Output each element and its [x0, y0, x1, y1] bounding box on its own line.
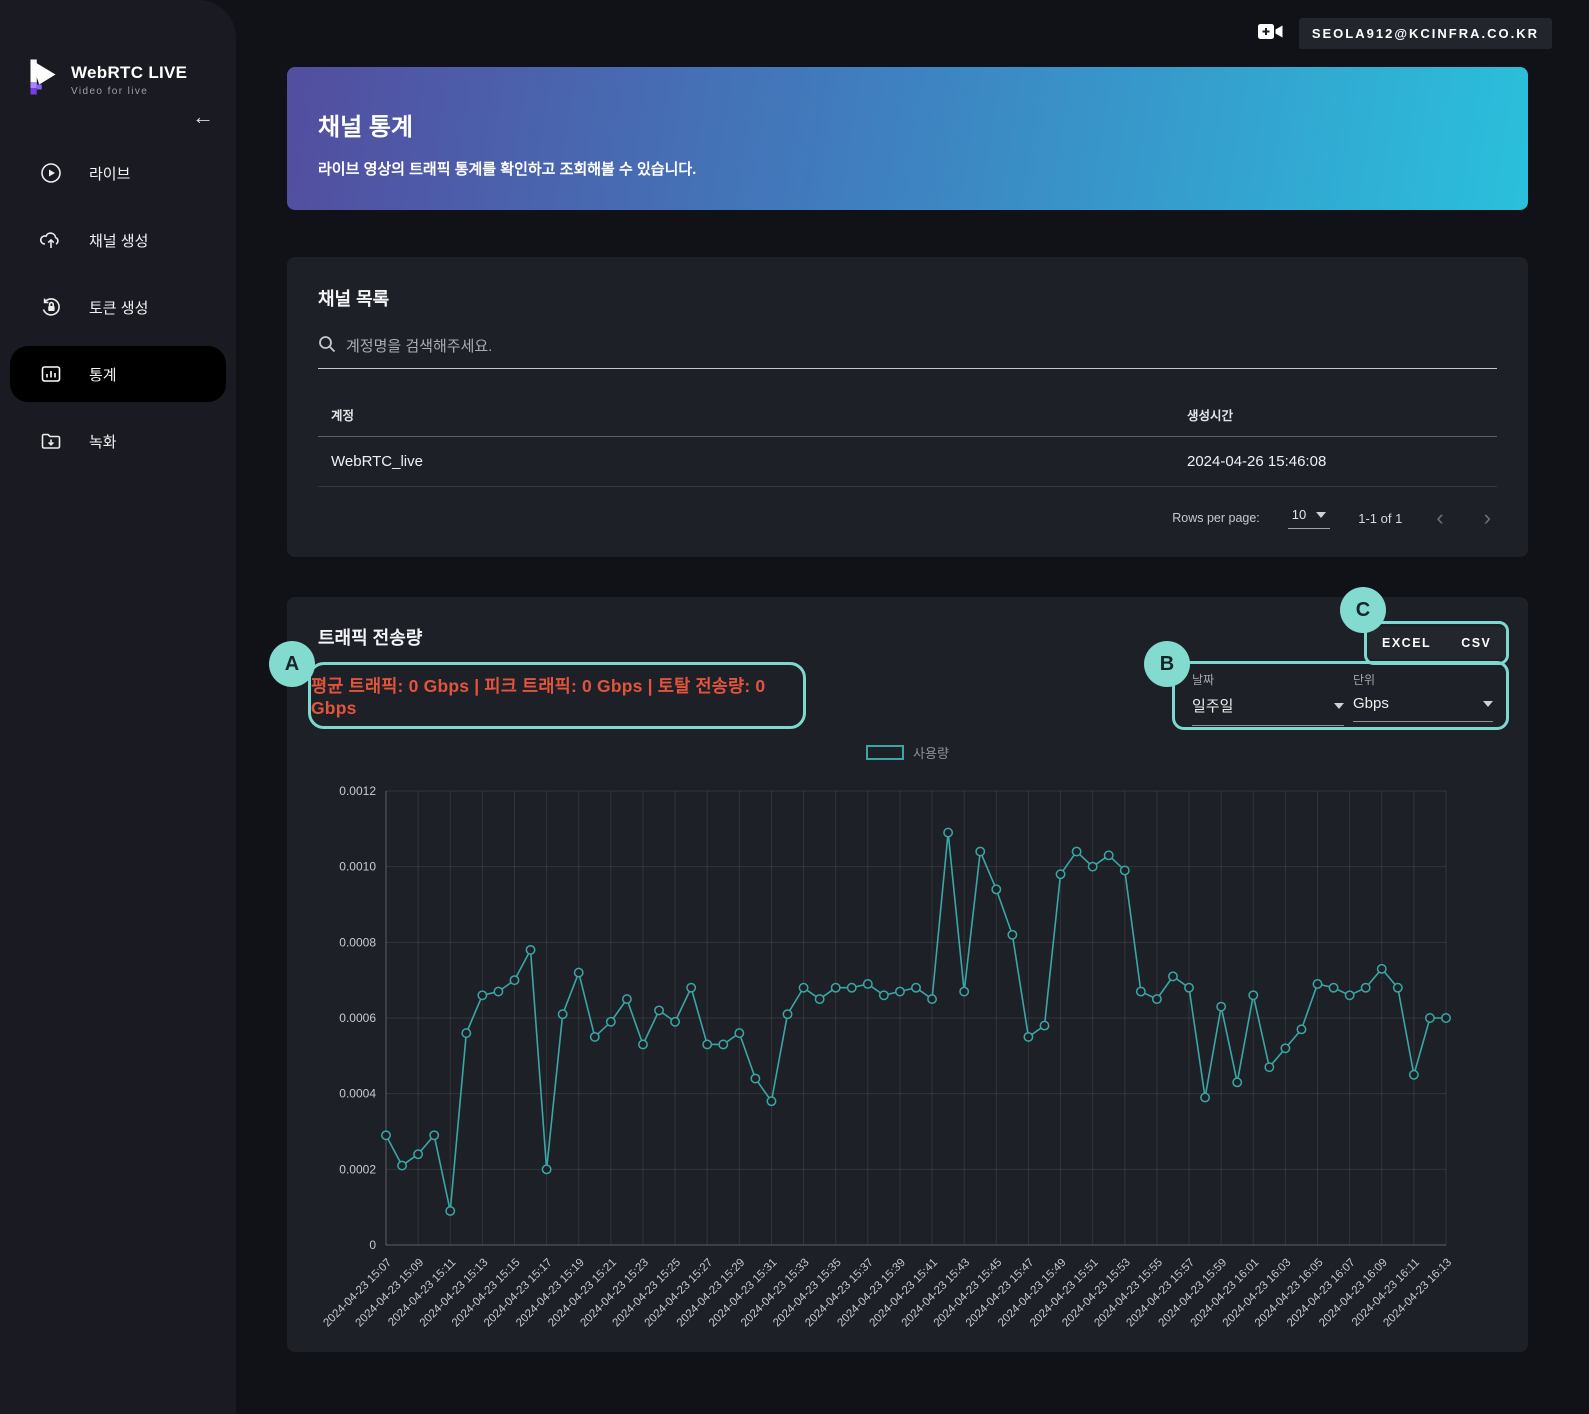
unit-select-label: 단위	[1353, 673, 1376, 687]
cell-created: 2024-04-26 15:46:08	[1187, 453, 1327, 470]
cloud-upload-icon	[39, 229, 62, 251]
legend-swatch	[866, 745, 905, 760]
topbar: SEOLA912@KCINFRA.CO.KR	[1257, 18, 1552, 49]
annotation-box-b	[1172, 661, 1509, 730]
bar-chart-icon	[40, 363, 62, 385]
sidebar-item-label: 채널 생성	[89, 232, 149, 250]
channel-table: 계정 생성시간 WebRTC_live 2024-04-26 15:46:08	[318, 393, 1497, 487]
annotation-bubble-a: A	[269, 641, 315, 687]
folder-download-icon	[40, 430, 62, 452]
svg-text:0.0006: 0.0006	[339, 1011, 376, 1025]
svg-text:0.0008: 0.0008	[339, 935, 376, 949]
rows-per-page-select[interactable]: 10	[1287, 507, 1331, 529]
brand: WebRTC LIVE Video for live	[0, 0, 236, 101]
page-header-banner: 채널 통계 라이브 영상의 트래픽 통계를 확인하고 조회해볼 수 있습니다.	[287, 67, 1528, 210]
brand-title: WebRTC LIVE	[71, 62, 188, 82]
rows-per-page-label: Rows per page:	[1172, 511, 1260, 525]
unit-select[interactable]: 단위 Gbps	[1353, 671, 1493, 722]
search-input[interactable]	[346, 338, 1497, 355]
svg-text:0: 0	[369, 1238, 376, 1252]
channel-list-title: 채널 목록	[318, 289, 390, 309]
brand-subtitle: Video for live	[71, 85, 149, 97]
date-range-select[interactable]: 날짜 일주일	[1192, 671, 1344, 726]
traffic-stats-summary: 평균 트래픽: 0 Gbps | 피크 트래픽: 0 Gbps | 토탈 전송량…	[311, 675, 766, 718]
svg-text:0.0010: 0.0010	[339, 860, 376, 874]
traffic-chart-container: 0 0.0002 0.0004 0.0006 0.0008 0.0010 0.0012 202…	[318, 767, 1498, 1347]
search-icon	[318, 335, 336, 358]
sidebar-collapse-arrow-icon[interactable]: ←	[192, 104, 214, 129]
sidebar-item-label: 녹화	[89, 433, 117, 451]
annotation-bubble-b: B	[1144, 641, 1190, 687]
page-title: 채널 통계	[318, 114, 413, 141]
traffic-chart: 00.00020.00040.00060.00080.00100.0012202…	[321, 784, 1454, 1329]
sidebar-item-label: 통계	[89, 366, 117, 384]
sidebar-item-label: 라이브	[89, 165, 131, 183]
sidebar-item-statistics[interactable]: 통계	[10, 346, 226, 402]
unit-select-value: Gbps	[1353, 695, 1389, 712]
main-content: 채널 통계 라이브 영상의 트래픽 통계를 확인하고 조회해볼 수 있습니다. …	[269, 0, 1528, 1352]
pagination: Rows per page: 10 1-1 of 1 ‹ ›	[318, 499, 1497, 537]
brand-logo-icon	[28, 58, 58, 101]
traffic-card: 트래픽 전송량 A 평균 트래픽: 0 Gbps | 피크 트래픽: 0 Gbp…	[269, 587, 1528, 1352]
svg-text:0.0012: 0.0012	[339, 784, 376, 798]
annotation-box-a: 평균 트래픽: 0 Gbps | 피크 트래픽: 0 Gbps | 토탈 전송량…	[308, 662, 806, 729]
column-account: 계정	[331, 409, 355, 423]
export-excel-button[interactable]: EXCEL	[1367, 627, 1446, 659]
next-page-button[interactable]: ›	[1483, 505, 1491, 530]
traffic-title: 트래픽 전송량	[318, 628, 423, 648]
channel-table-header: 계정 생성시간	[318, 393, 1497, 437]
sidebar-item-create-token[interactable]: 토큰 생성	[10, 279, 226, 335]
previous-page-button[interactable]: ‹	[1436, 505, 1444, 530]
channel-list-card: 채널 목록 계정 생성시간 WebRTC_live 2024-04-26 15:…	[287, 257, 1528, 557]
sidebar-item-recording[interactable]: 녹화	[10, 413, 226, 469]
sidebar-item-create-channel[interactable]: 채널 생성	[10, 212, 226, 268]
chevron-down-icon	[1316, 511, 1327, 518]
date-select-value: 일주일	[1192, 698, 1234, 715]
table-row[interactable]: WebRTC_live 2024-04-26 15:46:08	[318, 437, 1497, 487]
sidebar-item-live[interactable]: 라이브	[10, 145, 226, 201]
svg-text:0.0004: 0.0004	[339, 1087, 376, 1101]
channel-search	[318, 335, 1497, 369]
token-lock-icon	[40, 296, 62, 318]
rows-per-page-value: 10	[1291, 507, 1307, 522]
column-created: 생성시간	[1187, 409, 1234, 423]
chart-legend: 사용량	[287, 743, 1528, 762]
legend-label: 사용량	[913, 746, 949, 761]
chevron-down-icon	[1334, 702, 1344, 709]
export-button-group: EXCEL CSV	[1367, 627, 1506, 659]
account-email-chip[interactable]: SEOLA912@KCINFRA.CO.KR	[1298, 18, 1552, 49]
annotation-box-c: EXCEL CSV	[1364, 621, 1509, 665]
sidebar-nav: 라이브 채널 생성 토큰 생성	[0, 145, 236, 469]
live-icon	[40, 162, 62, 184]
sidebar: WebRTC LIVE Video for live ← 라이브 채	[0, 0, 236, 1414]
page-subtitle: 라이브 영상의 트래픽 통계를 확인하고 조회해볼 수 있습니다.	[318, 161, 697, 178]
sidebar-item-label: 토큰 생성	[89, 299, 149, 317]
svg-text:0.0002: 0.0002	[339, 1162, 376, 1176]
date-select-label: 날짜	[1192, 673, 1215, 687]
annotation-bubble-c: C	[1340, 587, 1386, 633]
pagination-range: 1-1 of 1	[1358, 510, 1403, 526]
chevron-down-icon	[1483, 700, 1493, 707]
cell-account: WebRTC_live	[331, 453, 423, 470]
export-csv-button[interactable]: CSV	[1446, 627, 1506, 659]
video-camera-add-icon[interactable]	[1257, 21, 1284, 47]
